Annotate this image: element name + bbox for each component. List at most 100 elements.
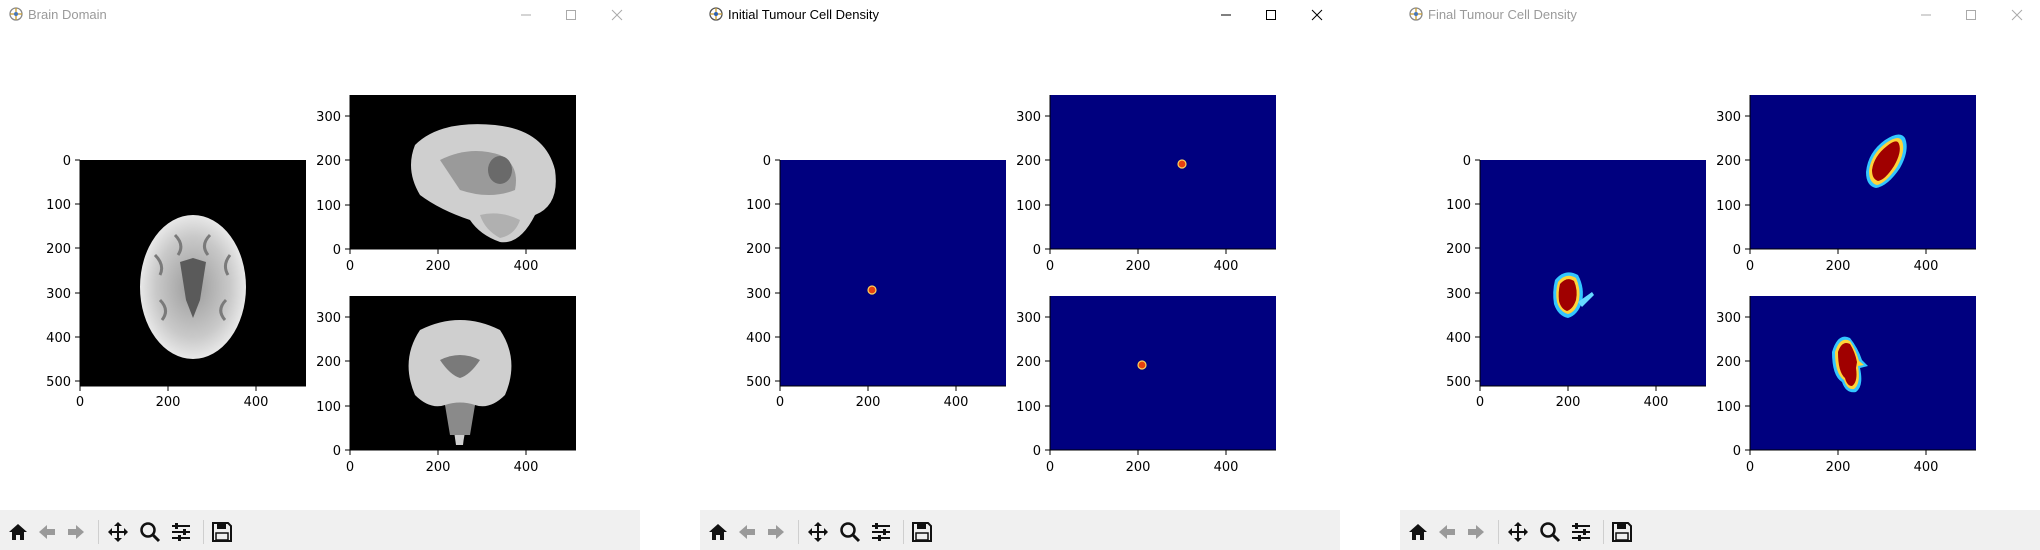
y-tick-label: 0: [1733, 243, 1741, 258]
maximize-button[interactable]: [1948, 2, 1994, 28]
close-button[interactable]: [1994, 2, 2040, 28]
minimize-icon: [521, 14, 531, 16]
x-tick-label: 0: [346, 259, 354, 274]
y-tick-label: 0: [1033, 243, 1041, 258]
y-tick-label: 100: [316, 199, 341, 214]
tumour-seed: [867, 285, 877, 295]
axial-axes: 0 100 200 300 400 500 0 200 400: [1446, 154, 1706, 410]
y-tick-label: 100: [1016, 400, 1041, 415]
y-tick-label: 100: [46, 198, 71, 213]
home-icon: [709, 524, 727, 540]
window-title: Initial Tumour Cell Density: [728, 7, 879, 22]
pan-button[interactable]: [103, 517, 133, 547]
zoom-button[interactable]: [135, 517, 165, 547]
home-button[interactable]: [1403, 517, 1433, 547]
y-tick-label: 300: [46, 287, 71, 302]
tumour-seed: [1177, 159, 1187, 169]
zoom-icon: [1540, 522, 1561, 543]
navigation-toolbar: [1400, 510, 2040, 550]
save-button[interactable]: [907, 517, 937, 547]
close-button[interactable]: [1294, 2, 1340, 28]
window-title: Final Tumour Cell Density: [1428, 7, 1577, 22]
x-tick-label: 400: [1914, 460, 1939, 475]
subplots-icon: [872, 523, 890, 541]
x-tick-label: 200: [1826, 460, 1851, 475]
subplots-button[interactable]: [166, 517, 196, 547]
minimize-icon: [1921, 14, 1931, 16]
tumour-mass: [1838, 343, 1857, 386]
y-tick-label: 0: [763, 154, 771, 169]
zoom-button[interactable]: [1535, 517, 1565, 547]
sagittal-axes: 300 200 100 0 0 200 400: [1016, 95, 1276, 274]
close-icon: [1311, 9, 1323, 21]
figure-canvas[interactable]: 0 100 200 300 400 500 0 200 400: [0, 30, 640, 510]
title-bar[interactable]: Initial Tumour Cell Density: [700, 0, 1340, 30]
axial-axes: 0 100 200 300 400 500 0 200 400: [46, 154, 306, 410]
maximize-button[interactable]: [1248, 2, 1294, 28]
figure-canvas[interactable]: 0 100 200 300 400 500 0 200 400 300 20: [700, 30, 1340, 510]
save-button[interactable]: [1607, 517, 1637, 547]
forward-button[interactable]: [761, 517, 791, 547]
minimize-button[interactable]: [503, 2, 549, 28]
minimize-button[interactable]: [1203, 2, 1249, 28]
forward-arrow-icon: [1468, 525, 1484, 539]
forward-button[interactable]: [61, 517, 91, 547]
zoom-button[interactable]: [835, 517, 865, 547]
x-tick-label: 200: [1126, 259, 1151, 274]
subplots-button[interactable]: [866, 517, 896, 547]
y-tick-label: 300: [746, 287, 771, 302]
axial-view: [1480, 160, 1706, 386]
close-icon: [2011, 9, 2023, 21]
subplots-button[interactable]: [1566, 517, 1596, 547]
toolbar-separator: [98, 520, 99, 544]
minimize-button[interactable]: [1903, 2, 1949, 28]
x-tick-label: 400: [244, 395, 269, 410]
y-tick-label: 400: [1446, 331, 1471, 346]
home-button[interactable]: [703, 517, 733, 547]
y-tick-label: 0: [63, 154, 71, 169]
axial-view: [80, 160, 306, 386]
window-title: Brain Domain: [28, 7, 107, 22]
maximize-icon: [566, 10, 576, 20]
back-button[interactable]: [32, 517, 62, 547]
pan-button[interactable]: [803, 517, 833, 547]
coronal-axes: 300 200 100 0 0 200 400: [1716, 296, 1976, 475]
forward-arrow-icon: [768, 525, 784, 539]
x-tick-label: 0: [1046, 259, 1054, 274]
save-icon: [912, 522, 932, 542]
y-tick-label: 100: [316, 400, 341, 415]
y-tick-label: 300: [1016, 110, 1041, 125]
app-icon: [9, 7, 23, 21]
home-button[interactable]: [3, 517, 33, 547]
save-icon: [212, 522, 232, 542]
x-tick-label: 0: [1476, 395, 1484, 410]
subplots-icon: [172, 523, 190, 541]
y-tick-label: 100: [1446, 198, 1471, 213]
y-tick-label: 100: [1716, 199, 1741, 214]
toolbar-separator: [798, 520, 799, 544]
back-button[interactable]: [732, 517, 762, 547]
title-bar[interactable]: Final Tumour Cell Density: [1400, 0, 2040, 30]
pan-button[interactable]: [1503, 517, 1533, 547]
save-button[interactable]: [207, 517, 237, 547]
figure-svg: 0 100 200 300 400 500 0 200 400: [1446, 95, 1976, 475]
y-tick-label: 200: [46, 242, 71, 257]
back-arrow-icon: [739, 525, 755, 539]
figure-svg: 0 100 200 300 400 500 0 200 400 300 20: [746, 95, 1276, 475]
y-tick-label: 200: [1716, 355, 1741, 370]
y-tick-label: 400: [46, 331, 71, 346]
x-tick-label: 400: [1914, 259, 1939, 274]
figure-canvas[interactable]: 0 100 200 300 400 500 0 200 400: [1400, 30, 2040, 510]
y-tick-label: 200: [1716, 154, 1741, 169]
toolbar-separator: [903, 520, 904, 544]
window-initial-tumour-density: Initial Tumour Cell Density 0 100 200 30…: [700, 0, 1340, 550]
back-button[interactable]: [1432, 517, 1462, 547]
tumour-mass: [1558, 279, 1577, 311]
save-icon: [1612, 522, 1632, 542]
title-bar[interactable]: Brain Domain: [0, 0, 640, 30]
home-icon: [1409, 524, 1427, 540]
forward-button[interactable]: [1461, 517, 1491, 547]
sagittal-axes: 300 200 100 0 0 200 400: [1716, 95, 1976, 274]
maximize-button[interactable]: [548, 2, 594, 28]
close-button[interactable]: [594, 2, 640, 28]
